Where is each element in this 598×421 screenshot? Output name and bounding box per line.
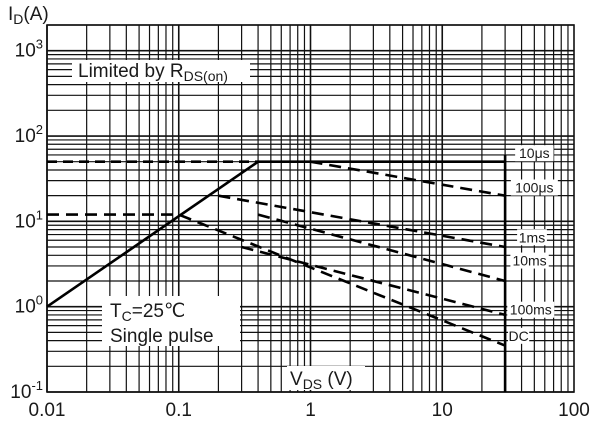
rds-limit-label: Limited by RDS(on) (78, 61, 228, 84)
series-label-bg (517, 229, 547, 246)
series-label: 100ms (510, 302, 552, 318)
y-tick-label: 102 (15, 122, 43, 147)
y-tick-label: 10-1 (10, 378, 43, 403)
series-line-1ms (218, 194, 506, 249)
series-label: 10ms (512, 253, 546, 269)
series-label: 10μs (519, 145, 550, 161)
x-tick-label: 0.1 (166, 400, 192, 421)
series-line-dc (47, 213, 506, 347)
series-label-bg (515, 145, 554, 162)
series-line-100s (310, 160, 506, 197)
conditions-annotation: TC=25℃ Single pulse (102, 296, 240, 347)
x-axis-title: VDS (V) (290, 369, 353, 392)
x-tick-label: 1 (305, 400, 316, 421)
rds-limit-annotation: Limited by RDS(on) (72, 60, 250, 84)
y-tick-label: 101 (15, 207, 43, 232)
chart-labels: 0.01 0.1 1 10 100 10-1 100 101 102 103 10μs 100μs 1m… (10, 37, 590, 421)
y-tick-label: 100 (15, 293, 43, 318)
tc-label: TC=25℃ (110, 301, 185, 324)
x-tick-label: 100 (558, 400, 590, 421)
series-label-bg (508, 327, 530, 344)
series-label-bg (510, 179, 558, 196)
conditions-bg (102, 296, 240, 346)
series-label-bg (507, 301, 555, 318)
x-tick-label: 10 (432, 400, 453, 421)
y-tick-label: 103 (15, 37, 43, 62)
series-line-10ms (257, 213, 506, 283)
y-axis-title: ID(A) (8, 4, 49, 27)
series-label: 1ms (519, 229, 545, 245)
x-tick-label: 0.01 (29, 400, 66, 421)
x-axis-title-bg (287, 366, 365, 390)
series-label-bg (510, 252, 549, 269)
rds-on-limit-line (46, 160, 259, 308)
pulse-label: Single pulse (110, 326, 214, 347)
chart-curves (47, 160, 506, 347)
x-axis-title-group: VDS (V) (287, 366, 365, 392)
series-label: DC (509, 328, 529, 344)
rds-limit-bg (72, 60, 250, 82)
series-label: 100μs (515, 179, 553, 195)
